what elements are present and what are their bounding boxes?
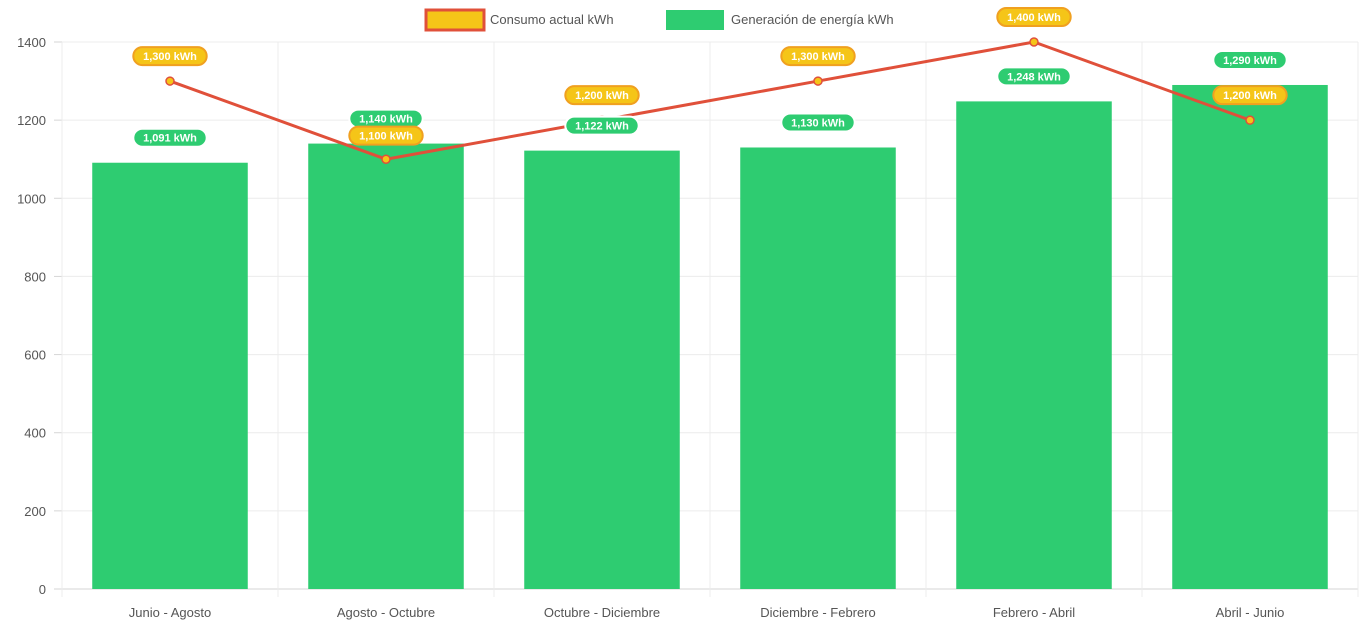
- line-data-label: 1,400 kWh: [996, 7, 1072, 27]
- line-data-label-bg: [780, 46, 856, 67]
- line-data-label-bg: [1212, 85, 1288, 106]
- line-data-label-text: 1,400 kWh: [1007, 12, 1061, 24]
- bar-data-label: 1,290 kWh: [1212, 49, 1288, 70]
- line-data-label-bg: [348, 125, 424, 146]
- line-data-label: 1,200 kWh: [1212, 85, 1288, 106]
- line-point[interactable]: [165, 76, 175, 86]
- line-data-label-bg: [996, 7, 1072, 27]
- y-tick-label: 200: [24, 504, 46, 519]
- x-tick-label: Octubre - Diciembre: [544, 605, 660, 620]
- bar-data-label-text: 1,130 kWh: [791, 117, 845, 129]
- y-tick-label: 800: [24, 269, 46, 284]
- line-data-label-text: 1,300 kWh: [143, 51, 197, 63]
- x-tick-label: Agosto - Octubre: [337, 605, 435, 620]
- bar-data-label-bg: [564, 115, 640, 136]
- legend: Consumo actual kWh Generación de energía…: [424, 8, 894, 32]
- grid: [54, 41, 1359, 597]
- y-tick-label: 1000: [17, 191, 46, 206]
- line-data-label-text: 1,200 kWh: [575, 90, 629, 102]
- line-data-label: 1,100 kWh: [348, 125, 424, 146]
- x-tick-label: Junio - Agosto: [129, 605, 211, 620]
- legend-item-generacion[interactable]: Generación de energía kWh: [666, 10, 894, 30]
- line-point[interactable]: [1245, 115, 1255, 125]
- data-labels: 1,091 kWh 1,140 kWh 1,122 kWh 1,130 kWh 1,24…: [132, 7, 1288, 148]
- line-point[interactable]: [1029, 37, 1039, 47]
- bar-data-label-text: 1,140 kWh: [359, 114, 413, 126]
- bar[interactable]: [308, 143, 464, 590]
- legend-label-consumo: Consumo actual kWh: [490, 12, 614, 27]
- bar-data-label-text: 1,290 kWh: [1223, 55, 1277, 67]
- line-data-label: 1,300 kWh: [132, 46, 208, 67]
- y-tick-label: 1400: [17, 35, 46, 50]
- line-data-label-text: 1,100 kWh: [359, 131, 413, 143]
- line-path: [169, 40, 1251, 161]
- x-tick-label: Abril - Junio: [1216, 605, 1285, 620]
- line-data-label: 1,200 kWh: [564, 85, 640, 106]
- line-data-label-bg: [564, 85, 640, 106]
- y-tick-label: 1200: [17, 113, 46, 128]
- x-axis: Junio - Agosto Agosto - Octubre Octubre - …: [129, 605, 1285, 620]
- legend-item-consumo[interactable]: Consumo actual kWh: [424, 8, 614, 32]
- y-axis: 0 200 400 600 800 1000 1200 1400: [17, 35, 46, 597]
- bar-data-label: 1,122 kWh: [564, 115, 640, 136]
- line-point[interactable]: [381, 154, 391, 164]
- x-tick-label: Febrero - Abril: [993, 605, 1075, 620]
- y-tick-label: 0: [39, 582, 46, 597]
- bar-data-label-bg: [132, 127, 208, 148]
- bar[interactable]: [1172, 84, 1328, 589]
- bar-data-label-text: 1,091 kWh: [143, 133, 197, 145]
- line-data-label-text: 1,300 kWh: [791, 51, 845, 63]
- legend-swatch-generacion: [666, 10, 724, 30]
- line-data-label-text: 1,200 kWh: [1223, 90, 1277, 102]
- bar-data-label-text: 1,122 kWh: [575, 121, 629, 133]
- bar-data-label: 1,248 kWh: [996, 66, 1072, 87]
- bar[interactable]: [92, 162, 248, 589]
- bar[interactable]: [524, 150, 680, 589]
- bar-data-label: 1,140 kWh: [348, 108, 424, 129]
- legend-swatch-consumo: [424, 8, 486, 32]
- bar[interactable]: [740, 147, 896, 589]
- x-tick-label: Diciembre - Febrero: [760, 605, 876, 620]
- line-data-label: 1,300 kWh: [780, 46, 856, 67]
- y-tick-label: 400: [24, 426, 46, 441]
- bar-data-label-bg: [996, 66, 1072, 87]
- bar-data-label-text: 1,248 kWh: [1007, 71, 1061, 83]
- legend-label-generacion: Generación de energía kWh: [731, 12, 894, 27]
- bar-data-label: 1,091 kWh: [132, 127, 208, 148]
- bar[interactable]: [956, 101, 1112, 589]
- bar-data-label-bg: [1212, 49, 1288, 70]
- line-data-label-bg: [132, 46, 208, 67]
- line-point[interactable]: [813, 76, 823, 86]
- bar-data-label: 1,130 kWh: [780, 112, 856, 133]
- bar-series: [92, 84, 1328, 590]
- bar-data-label-bg: [780, 112, 856, 133]
- y-tick-label: 600: [24, 348, 46, 363]
